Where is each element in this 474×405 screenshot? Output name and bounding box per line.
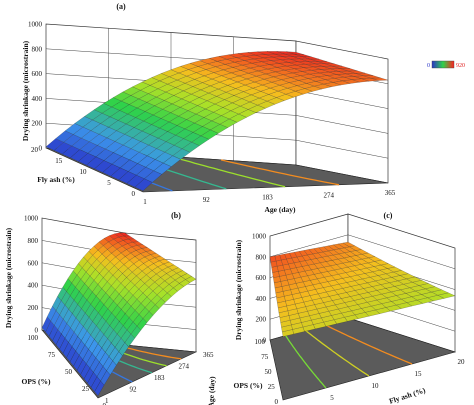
c-y-tick-label: 25 bbox=[268, 383, 276, 391]
b-z-tick-label: 600 bbox=[28, 259, 39, 267]
b-x-tick-label: 92 bbox=[130, 386, 138, 394]
b-y-tick-label: 100 bbox=[28, 334, 39, 342]
a-y-tick-label: 10 bbox=[80, 168, 88, 176]
c-y-tick-label: 75 bbox=[261, 353, 269, 361]
b-y-axis-title: OPS (%) bbox=[22, 377, 51, 386]
c-x-tick-label: 5 bbox=[330, 394, 334, 402]
b-z-tick-label: 800 bbox=[28, 237, 39, 245]
c-floor bbox=[269, 317, 457, 401]
a-surface bbox=[45, 51, 389, 192]
c-z-tick-label: 800 bbox=[256, 253, 267, 261]
c-z-tick-label: 600 bbox=[256, 274, 267, 282]
c-y-tick-label: 50 bbox=[265, 368, 273, 376]
b-y-tick-label: 50 bbox=[65, 368, 73, 376]
c-floor-contour bbox=[304, 329, 370, 377]
a-y-tick-label: 0 bbox=[132, 190, 136, 198]
b-surface-cell bbox=[119, 232, 130, 237]
b-x-tick-label: 274 bbox=[179, 363, 190, 371]
c-x-axis-title: Fly ash (%) bbox=[388, 385, 427, 405]
c-z-axis-title: Drying shrinkage (microstrain) bbox=[234, 239, 243, 340]
a-y-tick-label: 5 bbox=[107, 179, 111, 187]
c-surface-cell bbox=[342, 241, 356, 247]
a-z-tick-label: 200 bbox=[32, 120, 43, 128]
a-colorbar bbox=[431, 60, 455, 69]
c-z-tick-label: 1000 bbox=[252, 233, 267, 241]
a-x-axis-title: Age (day) bbox=[264, 205, 296, 214]
b-x-tick-label: 365 bbox=[203, 351, 214, 359]
b-surface bbox=[41, 232, 197, 397]
a-floor-contour bbox=[220, 159, 340, 186]
c-z-tick-label: 0 bbox=[263, 337, 267, 345]
colorbar-swatch bbox=[431, 60, 455, 69]
c-floor-contour bbox=[324, 324, 413, 365]
a-x-tick-label: 365 bbox=[385, 189, 396, 197]
a-surface-cell bbox=[286, 51, 304, 55]
a-z-tick-label: 0 bbox=[39, 145, 43, 153]
b-z-tick-label: 200 bbox=[28, 304, 39, 312]
c-panel-label: (c) bbox=[384, 211, 393, 220]
b-y-tick-label: 75 bbox=[48, 351, 56, 359]
a-z-axis-title: Drying shrinkage (microstrain) bbox=[21, 40, 30, 141]
a-floor-contour bbox=[170, 155, 286, 188]
c-y-tick-label: 100 bbox=[255, 338, 266, 346]
a-x-tick-label: 92 bbox=[203, 196, 211, 204]
b-panel-label: (b) bbox=[171, 211, 181, 220]
c-surface bbox=[269, 241, 456, 337]
a-x-tick-label: 183 bbox=[262, 194, 273, 202]
a-z-tick-label: 400 bbox=[32, 95, 43, 103]
c-y-tick-label: 0 bbox=[275, 398, 279, 405]
c-x-tick-label: 15 bbox=[415, 370, 423, 378]
b-y-tick-label: 25 bbox=[82, 385, 90, 393]
b-z-tick-label: 1000 bbox=[24, 215, 39, 223]
b-z-tick-label: 0 bbox=[35, 327, 39, 335]
c-y-axis-title: OPS (%) bbox=[234, 381, 263, 390]
a-y-axis-title: Fly ash (%) bbox=[37, 175, 75, 184]
colorbar-min-label: 0 bbox=[427, 63, 430, 69]
a-y-tick-label: 15 bbox=[55, 157, 63, 165]
c-x-tick-label: 20 bbox=[458, 358, 466, 366]
a-panel-label: (a) bbox=[116, 2, 126, 11]
a-x-tick-label: 1 bbox=[143, 198, 147, 206]
a-z-tick-label: 800 bbox=[32, 45, 43, 53]
a-x-tick-label: 274 bbox=[324, 191, 335, 199]
a-z-tick-label: 600 bbox=[32, 70, 43, 78]
a-y-tick-label: 20 bbox=[31, 146, 39, 154]
b-z-tick-label: 400 bbox=[28, 282, 39, 290]
colorbar-max-label: 920 bbox=[456, 63, 465, 69]
c-floor-contour bbox=[285, 335, 327, 389]
c-gridline bbox=[269, 234, 456, 270]
a-z-tick-label: 1000 bbox=[28, 21, 43, 29]
c-z-tick-label: 400 bbox=[256, 295, 267, 303]
b-y-tick-label: 0 bbox=[103, 402, 107, 405]
b-z-axis-title: Drying shrinkage (microstrain) bbox=[4, 227, 13, 328]
c-x-tick-label: 10 bbox=[372, 382, 380, 390]
b-x-axis-title: Age (day) bbox=[206, 376, 216, 405]
b-x-tick-label: 183 bbox=[154, 374, 165, 382]
b-x-tick-label: 1 bbox=[105, 397, 109, 405]
c-z-tick-label: 200 bbox=[256, 316, 267, 324]
